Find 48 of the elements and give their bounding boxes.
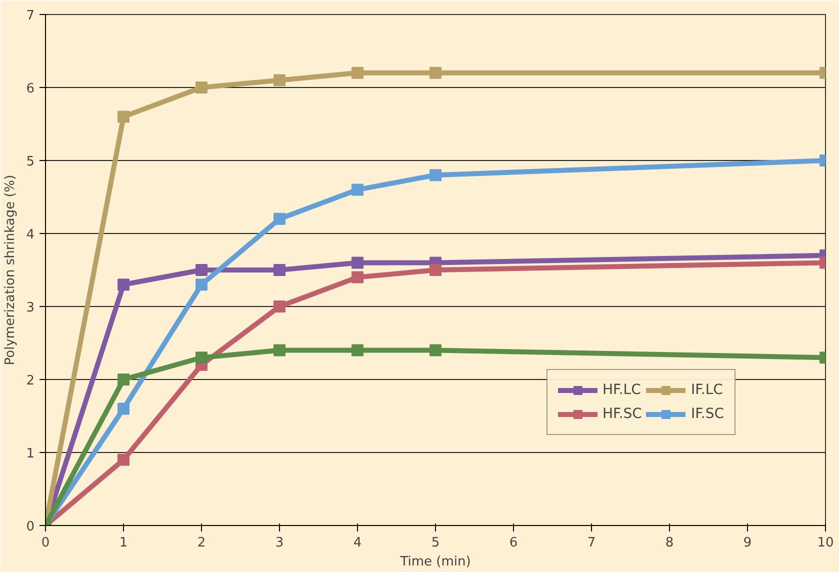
point (118, 402, 130, 415)
y-tick-label: 4 (26, 228, 35, 242)
y-tick-label: 1 (26, 446, 35, 462)
point (352, 184, 364, 196)
point (430, 264, 442, 276)
point (274, 344, 286, 356)
point (196, 352, 208, 364)
point (196, 278, 208, 291)
x-tick-label: 5 (431, 536, 440, 550)
x-axis-title: Time (min) (399, 554, 471, 570)
point (352, 344, 364, 356)
y-axis-title: Polymerization shrinkage (%) (3, 174, 18, 366)
point (118, 110, 130, 123)
point (274, 212, 286, 225)
x-tick-label: 1 (119, 536, 128, 550)
x-tick-label: 0 (41, 536, 50, 550)
y-tick-label: 3 (26, 300, 35, 316)
point (352, 256, 364, 269)
x-tick-label: 9 (743, 536, 752, 550)
x-tick-label: 7 (587, 536, 596, 550)
x-tick-label: 2 (197, 536, 206, 550)
x-tick-label: 6 (509, 536, 518, 550)
point (118, 454, 130, 466)
point (118, 374, 130, 386)
x-tick-label: 3 (275, 536, 284, 550)
point (196, 82, 208, 94)
point (430, 344, 442, 356)
point (118, 278, 130, 291)
point (352, 271, 364, 284)
y-tick-label: 0 (26, 520, 35, 534)
point (274, 74, 286, 86)
y-tick-label: 7 (26, 8, 35, 24)
legend-label: HF.SC (602, 406, 642, 422)
y-tick-label: 6 (26, 82, 35, 96)
point (352, 66, 364, 79)
x-tick-label: 10 (817, 536, 834, 550)
y-tick-label: 2 (26, 374, 35, 388)
x-tick-label: 4 (353, 536, 362, 550)
legend-label: HF.LC (602, 382, 641, 398)
point (430, 169, 442, 182)
legend-label: IF.LC (690, 382, 723, 398)
legend-label: IF.SC (690, 406, 724, 422)
point (430, 66, 442, 79)
point (274, 300, 286, 312)
point (274, 264, 286, 276)
point (196, 264, 208, 276)
x-tick-label: 8 (665, 536, 674, 550)
y-tick-label: 5 (26, 154, 35, 170)
